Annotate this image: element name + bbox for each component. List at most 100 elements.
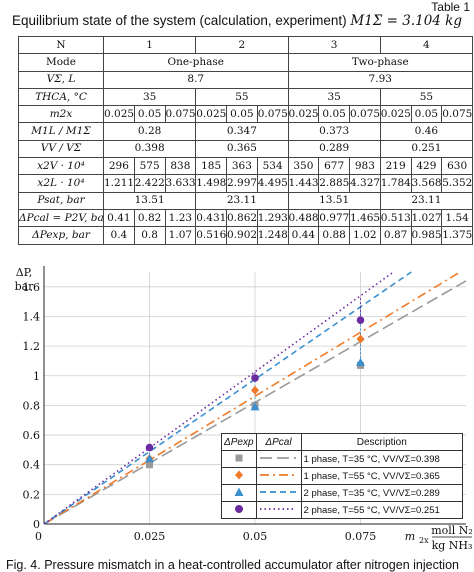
data-point (251, 374, 259, 382)
x-axis-label-sub: 2x (419, 536, 429, 545)
table-cell: 0.075 (256, 105, 289, 124)
legend-marker-cell (221, 467, 257, 485)
row-header-cell: N (18, 35, 104, 55)
table-cell: 0.05 (318, 105, 350, 124)
table-cell: 0.347 (195, 122, 289, 141)
series-line (43, 271, 461, 525)
x-axis-unit-den: kg NH₃ (432, 539, 473, 552)
row-header-cell: x2V · 10⁴ (18, 157, 104, 176)
table-cell: 838 (164, 157, 197, 176)
legend-marker-icon (235, 454, 243, 461)
legend-line-icon (259, 490, 296, 493)
table-cell: 0.82 (133, 208, 166, 228)
table-cell: 0.05 (133, 105, 166, 124)
legend-line-cell (255, 467, 302, 485)
table-caption-text: Equilibrium state of the system (calcula… (11, 13, 347, 28)
table-cell: 1.498 (195, 174, 227, 193)
data-point (145, 443, 154, 452)
table-cell: 2.885 (318, 174, 350, 193)
table-cell: 630 (441, 157, 473, 176)
table-cell: 0.977 (318, 208, 350, 228)
legend-description: 2 phase, T=35 °C, VV/VΣ=0.289 (300, 484, 464, 502)
legend-line-cell (255, 501, 302, 519)
table-cell: 1.23 (164, 208, 197, 228)
series-line (43, 271, 412, 525)
legend-description: 1 phase, T=35 °C, VV/VΣ=0.398 (300, 450, 464, 468)
legend-header-cell: ΔPcal (255, 433, 302, 451)
table-row: ΔPcal = P2V, bar 0.41 0.82 1.23 0.431 0.862 1.… (18, 208, 473, 228)
legend-header-cell: Description (300, 433, 464, 451)
row-header-cell: ΔPexp, bar (18, 226, 104, 245)
table-cell: 55 (379, 87, 474, 107)
table-cell: Two-phase (287, 53, 473, 72)
table-cell: 0.05 (226, 105, 258, 124)
table-cell: 0.516 (195, 226, 227, 245)
table-cell: 0.4 (103, 226, 135, 245)
data-point (356, 316, 365, 324)
x-tick-label: 0.05 (243, 530, 268, 543)
table-cell: 1.07 (164, 226, 197, 245)
table-cell: 1.211 (103, 174, 135, 193)
table-row: VV / VΣ 0.398 0.365 0.289 0.251 (18, 139, 474, 159)
table-cell: 3.568 (410, 174, 443, 193)
table-cell: 2 (195, 35, 289, 55)
table-row: THCA, °C 35 55 35 55 (18, 87, 474, 107)
y-tick-label: 1.6 (23, 281, 41, 294)
table-cell: 0.488 (287, 208, 320, 228)
table-cell: 0.902 (226, 226, 258, 245)
table-cell: 429 (410, 157, 443, 176)
row-header-cell: x2L · 10⁴ (18, 174, 104, 193)
legend-line-icon (259, 456, 296, 459)
table-cell: 0.025 (287, 105, 320, 124)
table-cell: 13.51 (102, 191, 197, 210)
table-cell: 2.422 (133, 174, 166, 193)
legend-marker-cell (221, 484, 257, 502)
row-header-cell: THCA, °C (18, 87, 104, 107)
table-cell: 1.465 (349, 208, 381, 228)
table-cell: 0.251 (379, 139, 474, 159)
table-cell: 0.373 (287, 122, 381, 141)
table-row: M1L / M1Σ 0.28 0.347 0.373 0.46 (18, 122, 474, 141)
table-cell: 0.289 (287, 139, 381, 159)
table-caption-formula: M1Σ = 3.104 kg (350, 13, 463, 29)
table-cell: 0.87 (379, 226, 412, 245)
legend-line-cell (255, 450, 302, 468)
table-row: x2V · 10⁴ 296 575 838 185 363 534 350 677 983 219 4… (18, 157, 473, 176)
table-cell: 1.02 (349, 226, 381, 245)
y-tick-label: 0.2 (23, 488, 41, 501)
legend-marker-cell (221, 501, 257, 519)
y-tick-label: 1 (33, 370, 40, 383)
y-tick-label: 0.4 (23, 459, 41, 472)
data-point (251, 385, 259, 395)
table-cell: 4 (379, 35, 474, 55)
legend-marker-icon (234, 504, 243, 513)
table-cell: One-phase (103, 53, 289, 72)
table-cell: 0.513 (379, 208, 412, 228)
table-cell: 0.8 (133, 226, 166, 245)
y-tick-label: 0.6 (23, 429, 41, 442)
table-cell: 0.365 (195, 139, 289, 159)
table-cell: 0.44 (287, 226, 320, 245)
data-point (145, 454, 154, 463)
equilibrium-table: N 1 2 3 4 Mode One-phase Two-phase VΣ, L 8.7 7.93 T… (18, 35, 474, 245)
table-cell: 575 (133, 157, 166, 176)
table-cell: 1.375 (441, 226, 473, 245)
table-cell: 1.443 (287, 174, 320, 193)
table-cell: 0.862 (226, 208, 258, 228)
legend-line-cell (255, 484, 302, 502)
legend-description: 2 phase, T=55 °C, VV/VΣ=0.251 (300, 501, 464, 519)
table-cell: 350 (287, 157, 320, 176)
table-cell: 1.248 (256, 226, 289, 245)
table-cell: 534 (256, 157, 289, 176)
legend-marker-cell (221, 450, 257, 468)
table-cell: 0.28 (102, 122, 197, 141)
legend-row: 1 phase, T=35 °C, VV/VΣ=0.398 (221, 450, 464, 468)
table-cell: 13.51 (287, 191, 381, 210)
y-tick-label: 1.2 (23, 340, 41, 353)
row-header-cell: ΔPcal = P2V, bar (18, 208, 104, 228)
pressure-chart: 0 0.2 0.4 0.6 0.8 1 1.2 1.4 1.6 0.025 0.05 0.075 0 ΔP… (15, 266, 473, 552)
legend-line-icon (259, 473, 296, 476)
table-cell: 296 (103, 157, 135, 176)
table-row: ΔPexp, bar 0.4 0.8 1.07 0.516 0.902 1.248 0.44 0… (18, 226, 473, 245)
table-cell: 0.025 (195, 105, 227, 124)
